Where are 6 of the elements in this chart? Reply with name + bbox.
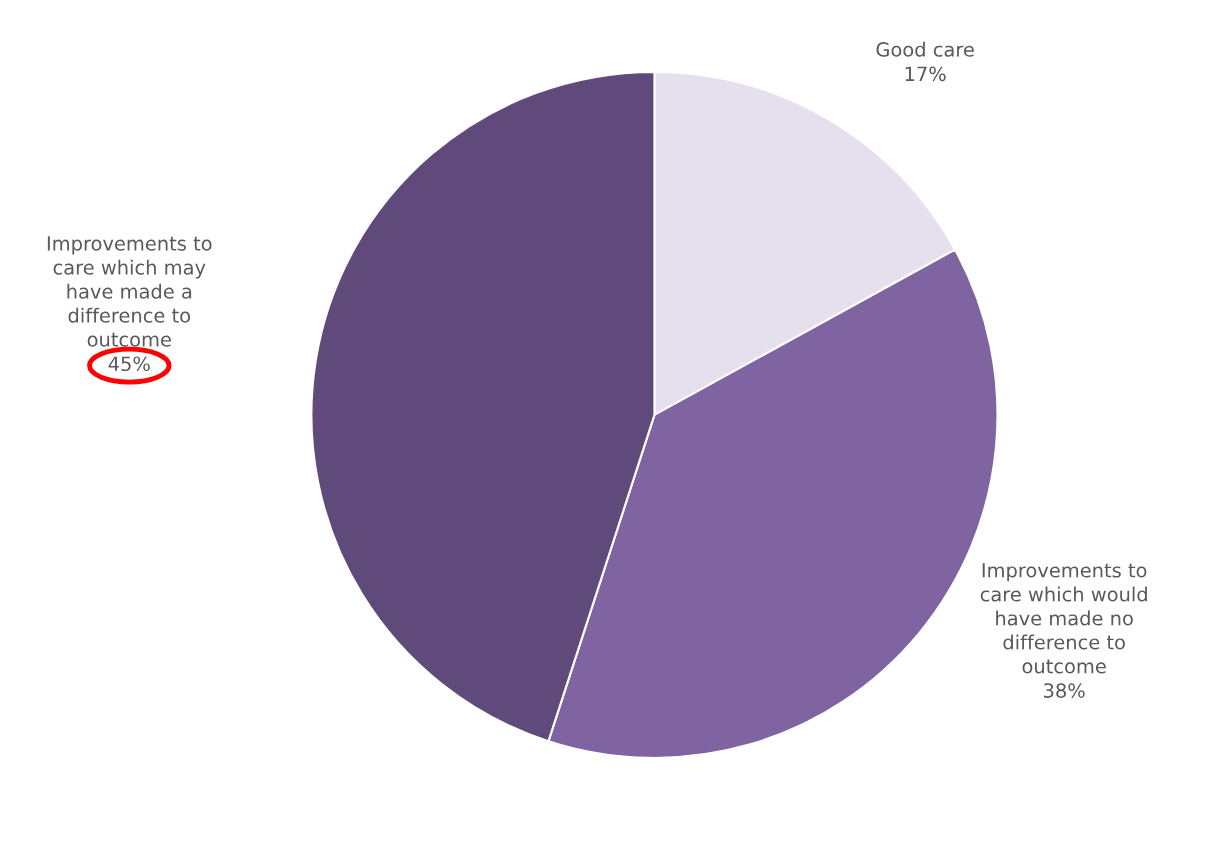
slice-label: Improvements to care which may have made a difference to outcome bbox=[47, 236, 212, 347]
data-label: 45% bbox=[108, 356, 150, 372]
slice-label: Good care bbox=[876, 41, 974, 57]
data-label: 38% bbox=[1044, 683, 1085, 698]
slice-label: Improvements to care which would have made no difference to outcome bbox=[980, 563, 1147, 674]
data-label: 17% bbox=[905, 66, 946, 82]
